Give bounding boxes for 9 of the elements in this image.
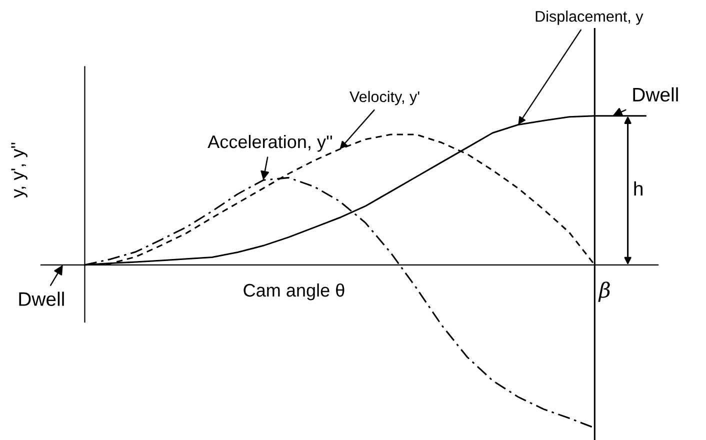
series-label: Velocity, y' — [350, 90, 420, 106]
text: Dwell — [19, 292, 64, 306]
annotation: h — [634, 181, 642, 196]
y-axis-title: y, y', y'' — [11, 142, 28, 198]
text: Displacement, y — [536, 10, 644, 25]
x-axis-title: Cam angle θ — [244, 283, 344, 300]
text: Dwell — [633, 87, 678, 102]
legend-label: Acceleration, y'' — [208, 134, 332, 152]
annotation: β — [598, 282, 610, 302]
